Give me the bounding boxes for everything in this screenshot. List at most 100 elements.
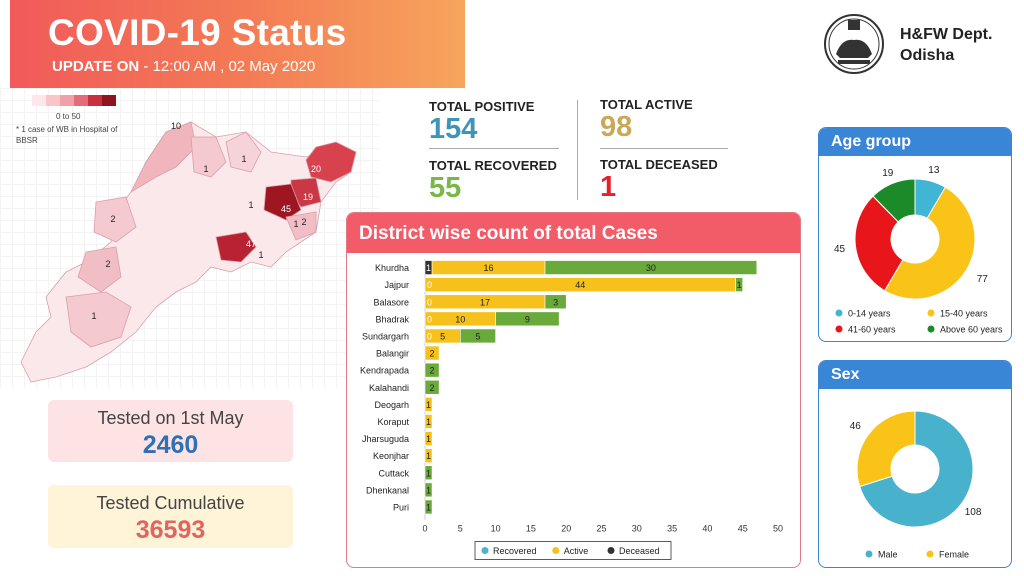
x-tick-label: 5: [458, 524, 463, 534]
x-tick-label: 20: [561, 524, 571, 534]
x-tick-label: 50: [773, 524, 783, 534]
department-name: H&FW Dept. Odisha: [900, 24, 992, 66]
divider: [600, 148, 728, 149]
legend-marker: [481, 547, 489, 554]
update-prefix: UPDATE ON: [52, 58, 140, 75]
category-label: Jajpur: [384, 280, 409, 290]
district-deogarh: [190, 136, 227, 178]
bar-recovered: [544, 260, 758, 275]
district-jajpur: [263, 183, 302, 221]
legend-label: Deceased: [619, 546, 660, 556]
category-label: Jharsuguda: [362, 434, 409, 444]
district-kalahandi: [77, 246, 122, 293]
x-tick-label: 25: [596, 524, 606, 534]
bar-value-label: 2: [430, 349, 435, 359]
x-tick-label: 10: [491, 524, 501, 534]
tested-day-value: 2460: [142, 431, 199, 459]
bar-recovered: [735, 277, 744, 292]
bar-value-label: 1: [426, 434, 431, 444]
total-positive-label: TOTAL POSITIVE: [429, 99, 535, 114]
category-label: Cuttack: [378, 468, 409, 478]
x-tick-label: 40: [702, 524, 712, 534]
legend-marker: [926, 550, 934, 558]
zero-value-label: 0: [427, 314, 432, 324]
map-district-count-label: 47: [246, 239, 256, 249]
bar-value-label: 1: [426, 263, 431, 273]
bar-value-label: 5: [440, 331, 445, 341]
legend-marker: [927, 309, 935, 317]
divider: [577, 100, 578, 200]
bar-active: [424, 345, 440, 361]
district-sundargarh: [130, 121, 197, 194]
category-label: Koraput: [377, 417, 409, 427]
legend-label: 15-40 years: [940, 309, 988, 319]
map-district-count-label: 45: [281, 204, 291, 214]
district-balasore: [305, 141, 357, 183]
bar-recovered: [424, 465, 433, 481]
bar-value-label: 3: [553, 297, 558, 307]
slice-value-label: 77: [977, 274, 989, 285]
map-color-scale: [32, 95, 116, 106]
map-district-count-label: 2: [301, 217, 306, 227]
map-legend-range: 0 to 50: [56, 112, 81, 121]
legend-marker: [865, 550, 873, 558]
bar-recovered: [424, 379, 440, 395]
x-tick-label: 15: [526, 524, 536, 534]
bar-value-label: 1: [426, 451, 431, 461]
category-label: Kendrapada: [360, 366, 409, 376]
zero-value-label: 0: [427, 331, 432, 341]
category-label: Dhenkanal: [366, 485, 409, 495]
category-label: Keonjhar: [373, 451, 409, 461]
category-label: Deogarh: [374, 400, 409, 410]
legend-marker: [927, 325, 935, 333]
bar-value-label: 1: [426, 485, 431, 495]
legend-marker: [835, 325, 843, 333]
bar-value-label: 2: [430, 383, 435, 393]
district-kendrapada: [285, 211, 317, 241]
district-khurdha: [215, 231, 257, 263]
legend-label: Above 60 years: [940, 325, 1003, 335]
map-legend-note: * 1 case of WB in Hospital of BBSR: [16, 125, 118, 145]
bar-value-label: 16: [484, 263, 494, 273]
category-label: Puri: [393, 502, 409, 512]
map-district-count-label: 1: [91, 311, 96, 321]
map-state-outline: [20, 121, 357, 383]
total-positive-value: 154: [429, 113, 478, 145]
map-legend-swatch: [32, 95, 46, 106]
legend-box: [474, 541, 672, 560]
district-koraput: [65, 291, 132, 348]
district-chart-panel: District wise count of total Cases Khurd…: [346, 212, 801, 568]
total-recovered-value: 55: [429, 172, 462, 204]
bar-active: [424, 431, 433, 446]
map-legend-swatch: [46, 95, 60, 106]
sex-title: Sex: [819, 361, 1011, 389]
map-legend-swatch: [88, 95, 102, 106]
bar-value-label: 1: [426, 502, 431, 512]
bar-recovered: [544, 294, 567, 310]
donut-slice: [856, 410, 916, 488]
x-tick-label: 35: [667, 524, 677, 534]
zero-value-label: 0: [427, 297, 432, 307]
bar-value-label: 1: [426, 400, 431, 410]
x-tick-label: 0: [422, 524, 427, 534]
category-label: Kalahandi: [369, 383, 409, 393]
sex-panel: Sex 108 46 Male Female: [818, 360, 1012, 568]
slice-value-label: 13: [928, 165, 940, 176]
map-district-count-label: 19: [303, 192, 313, 202]
bar-value-label: 1: [426, 468, 431, 478]
slice-value-label: 19: [882, 168, 894, 179]
district-chart-title: District wise count of total Cases: [347, 213, 800, 253]
bar-recovered: [460, 328, 496, 344]
legend-marker: [607, 547, 615, 554]
map-district-count-label: 2: [105, 259, 110, 269]
age-group-title: Age group: [819, 128, 1011, 156]
bar-active: [424, 414, 433, 429]
legend-marker: [552, 547, 560, 554]
legend-marker: [835, 309, 843, 317]
bar-value-label: 2: [430, 366, 435, 376]
category-label: Sundargarh: [362, 331, 409, 341]
legend-label: Male: [878, 550, 898, 560]
bar-recovered: [424, 499, 433, 515]
map-legend-swatch: [102, 95, 116, 106]
